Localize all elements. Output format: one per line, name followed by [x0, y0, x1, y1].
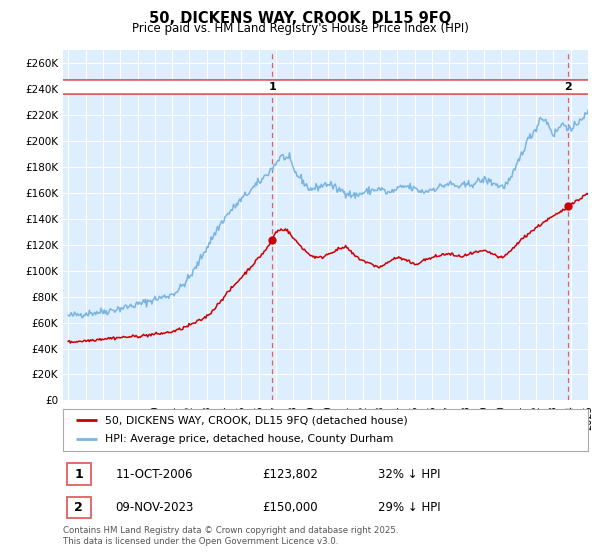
FancyBboxPatch shape: [0, 80, 600, 94]
Text: 50, DICKENS WAY, CROOK, DL15 9FQ (detached house): 50, DICKENS WAY, CROOK, DL15 9FQ (detach…: [105, 415, 408, 425]
Text: 2: 2: [565, 82, 572, 92]
Text: HPI: Average price, detached house, County Durham: HPI: Average price, detached house, Coun…: [105, 435, 394, 445]
Text: £123,802: £123,802: [263, 468, 319, 480]
FancyBboxPatch shape: [67, 464, 91, 484]
Text: 1: 1: [268, 82, 276, 92]
Text: 2: 2: [74, 501, 83, 514]
Text: Contains HM Land Registry data © Crown copyright and database right 2025.
This d: Contains HM Land Registry data © Crown c…: [63, 526, 398, 546]
Text: 50, DICKENS WAY, CROOK, DL15 9FQ: 50, DICKENS WAY, CROOK, DL15 9FQ: [149, 11, 451, 26]
Text: 1: 1: [74, 468, 83, 480]
FancyBboxPatch shape: [67, 497, 91, 517]
Text: 29% ↓ HPI: 29% ↓ HPI: [378, 501, 440, 514]
Text: Price paid vs. HM Land Registry's House Price Index (HPI): Price paid vs. HM Land Registry's House …: [131, 22, 469, 35]
Text: 32% ↓ HPI: 32% ↓ HPI: [378, 468, 440, 480]
Text: 09-NOV-2023: 09-NOV-2023: [115, 501, 194, 514]
FancyBboxPatch shape: [0, 80, 600, 94]
Text: £150,000: £150,000: [263, 501, 318, 514]
Text: 11-OCT-2006: 11-OCT-2006: [115, 468, 193, 480]
